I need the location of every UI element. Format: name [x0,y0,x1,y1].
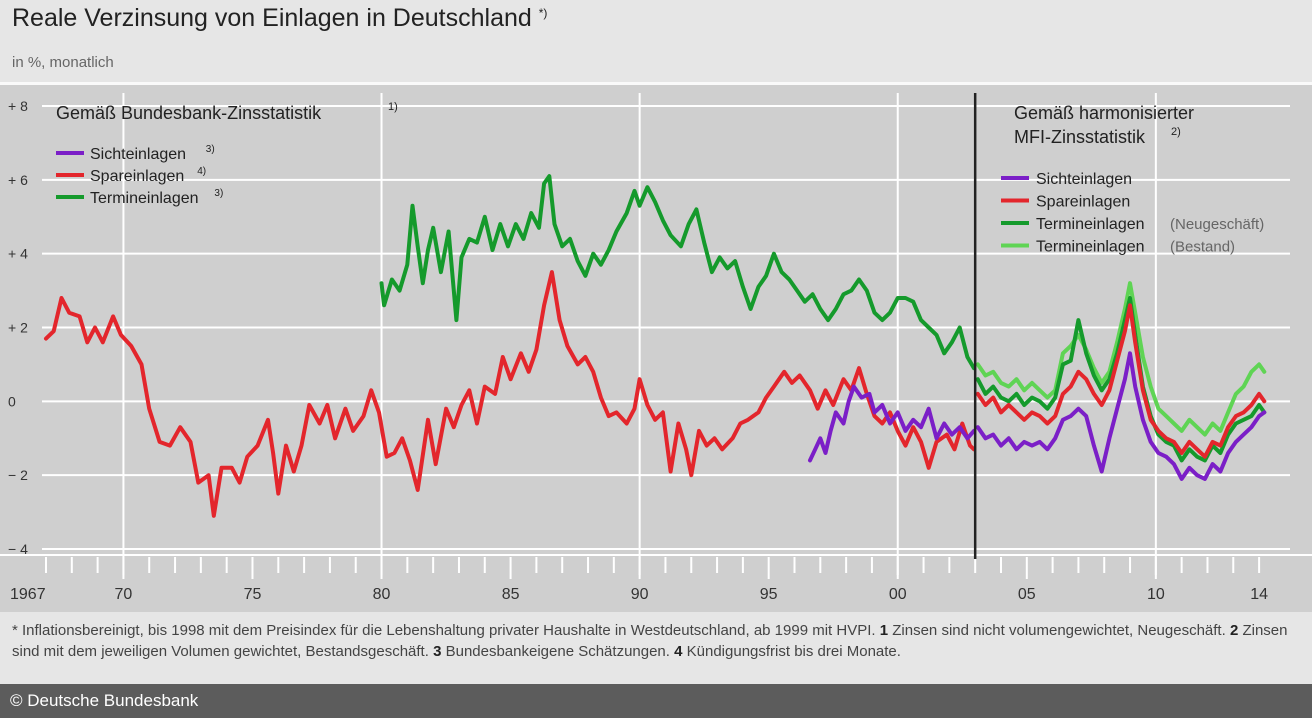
x-tick-label: 1967 [10,586,46,603]
y-tick-label: − 2 [8,467,28,483]
x-tick-label: 85 [502,586,520,603]
x-tick-label: 00 [889,586,907,603]
copyright-bar: © Deutsche Bundesbank [0,684,1312,718]
legend-label-right: Spareinlagen [1036,194,1130,211]
legend-label-right: Termineinlagen [1036,216,1145,233]
legend-label-left: Spareinlagen [90,168,184,185]
footnote-text-2: Zinsen sind mit dem jeweiligen Volumen g… [12,622,1288,660]
series-line-5 [975,303,1267,459]
left-panel-title-mark: 1) [388,101,398,113]
chart-subtitle: in %, monatlich [12,54,114,71]
copyright-text: © Deutsche Bundesbank [10,691,199,710]
footnote-lead: * Inflationsbereinigt, bis 1998 mit dem … [12,622,876,639]
x-tick-label: 95 [760,586,778,603]
right-panel-title-mark: 2) [1171,126,1181,138]
footnote-text-3: Bundesbankeigene Schätzungen. [445,643,670,660]
chart-header: Reale Verzinsung von Einlagen in Deutsch… [0,0,1312,82]
x-tick-label: 05 [1018,586,1036,603]
series-line-0 [44,270,976,518]
y-tick-label: + 4 [8,246,28,262]
legend-label-left: Sichteinlagen [90,146,186,163]
footnote-number-1: 1 [879,622,889,639]
y-tick-label: + 2 [8,320,28,336]
chart-title-text: Reale Verzinsung von Einlagen in Deutsch… [12,4,532,32]
chart-title-footnote-mark: *) [538,6,548,20]
x-tick-label: 90 [631,586,649,603]
legend-label-right-note: (Bestand) [1170,239,1235,256]
y-tick-label: + 8 [8,98,28,114]
legend-label-left-mark: 3) [206,144,215,155]
x-tick-label: 10 [1147,586,1165,603]
footnote-text-4: Kündigungsfrist bis drei Monate. [686,643,901,660]
series-line-1 [379,174,976,371]
x-tick-label: 14 [1250,586,1268,603]
y-tick-label: + 6 [8,172,28,188]
series-line-4 [975,296,1267,463]
legend-label-left-mark: 3) [214,188,223,199]
x-tick-label: 70 [115,586,133,603]
legend-label-right: Termineinlagen [1036,239,1145,256]
left-panel-title: Gemäß Bundesbank-Zinsstatistik [56,103,322,123]
series-line-2 [808,384,976,463]
x-tick-label: 75 [244,586,262,603]
line-chart: + 8 + 6 + 4 + 2 0 − 2 − 4 1967 70 75 80 85 90 95 00 05 1… [0,93,1312,603]
legend-label-left-mark: 4) [197,166,206,177]
series-line-6 [975,351,1267,481]
chart-title: Reale Verzinsung von Einlagen in Deutsch… [12,4,547,33]
series-line-3 [975,281,1267,437]
right-panel-title-line1: Gemäß harmonisierter [1014,103,1194,123]
footnote-number-3: 3 [433,643,442,660]
y-tick-label: 0 [8,393,16,409]
x-tick-label: 80 [373,586,391,603]
y-tick-label: − 4 [8,541,28,557]
footnote-text-1: Zinsen sind nicht volumengewichtet, Neug… [892,622,1226,639]
legend-label-left: Termineinlagen [90,190,199,207]
footnote-number-4: 4 [674,643,683,660]
chart-area: + 8 + 6 + 4 + 2 0 − 2 − 4 1967 70 75 80 85 90 95 00 05 1… [0,85,1312,612]
legend-label-right: Sichteinlagen [1036,171,1132,188]
header-separator [0,82,1312,85]
legend-label-right-note: (Neugeschäft) [1170,216,1264,233]
right-panel-title-line2: MFI-Zinsstatistik [1014,127,1146,147]
footnote-number-2: 2 [1229,622,1239,639]
footnote: * Inflationsbereinigt, bis 1998 mit dem … [12,620,1302,682]
